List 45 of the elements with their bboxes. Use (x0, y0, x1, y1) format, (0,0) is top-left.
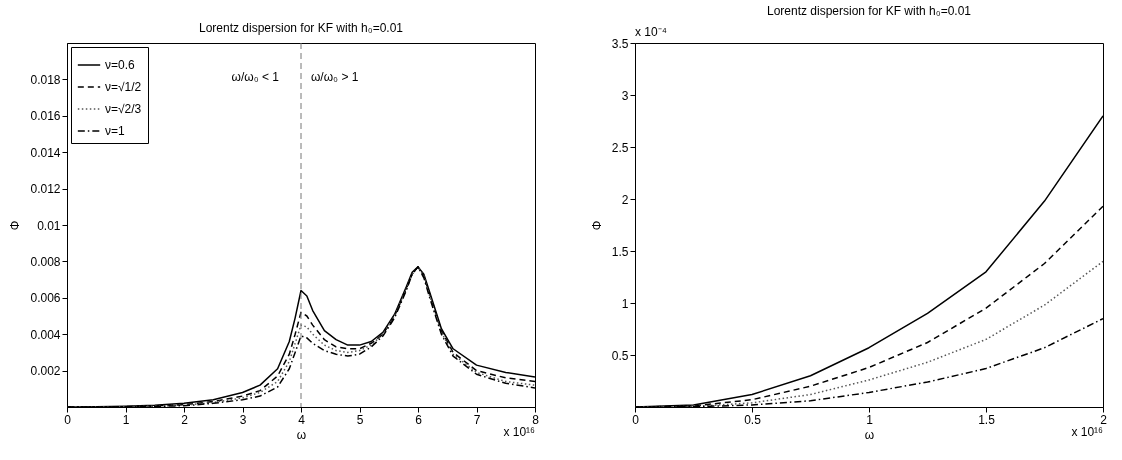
y-tick-label: 3 (621, 88, 629, 103)
x-tick-label: 1 (866, 412, 874, 427)
x-tick-label: 2 (1100, 412, 1108, 427)
legend-label: ν=0.6 (105, 58, 136, 72)
y-tick-label: 3.5 (611, 36, 629, 51)
y-tick-label: 0.014 (30, 145, 61, 160)
text: x 10¹⁶ (1071, 425, 1104, 439)
x-tick-label: 0.5 (744, 412, 762, 427)
x-tick-label: 0 (64, 412, 72, 427)
x-axis-title: ω (296, 427, 307, 442)
annotation: ω/ω₀ > 1 (311, 70, 359, 84)
chart-title: Lorentz dispersion for KF with h₀=0.01 (198, 20, 404, 35)
x-tick-label: 8 (532, 412, 540, 427)
x-tick-label: 0 (632, 412, 640, 427)
text: x 10⁻⁴ (635, 25, 667, 39)
x-tick-label: 2 (181, 412, 189, 427)
y-tick-label: 1 (621, 296, 629, 311)
x-axis-title: ω (864, 427, 875, 442)
y-axis-title: Φ (589, 220, 604, 231)
x-tick-label: 4 (298, 412, 306, 427)
y-tick-label: 0.004 (30, 327, 61, 342)
legend-label: ν=√1/2 (105, 80, 142, 94)
y-tick-label: 0.012 (30, 182, 61, 197)
y-tick-label: 2.5 (611, 140, 629, 155)
y-axis-title: Φ (8, 220, 23, 231)
legend-label: ν=√2/3 (105, 102, 142, 116)
y-tick-label: 0.002 (30, 364, 61, 379)
x-tick-label: 1.5 (978, 412, 996, 427)
chart-title: Lorentz dispersion for KF with h₀=0.01 (766, 4, 972, 18)
y-tick-label: 0.5 (611, 348, 629, 363)
y-tick-label: 0.018 (30, 72, 61, 87)
x-tick-label: 6 (415, 412, 423, 427)
y-tick-label: 0.008 (30, 254, 61, 269)
y-tick-label: 0.01 (37, 218, 61, 233)
legend-label: ν=1 (105, 124, 126, 138)
x-tick-label: 5 (356, 412, 364, 427)
y-tick-label: 0.006 (30, 291, 61, 306)
annotation: ω/ω₀ < 1 (231, 70, 280, 84)
y-tick-label: 2 (621, 192, 629, 207)
text: x 10¹⁶ (503, 425, 536, 439)
x-tick-label: 7 (473, 412, 481, 427)
y-tick-label: 0.016 (30, 109, 61, 124)
y-tick-label: 1.5 (611, 244, 629, 259)
x-tick-label: 1 (122, 412, 130, 427)
x-tick-label: 3 (239, 412, 247, 427)
